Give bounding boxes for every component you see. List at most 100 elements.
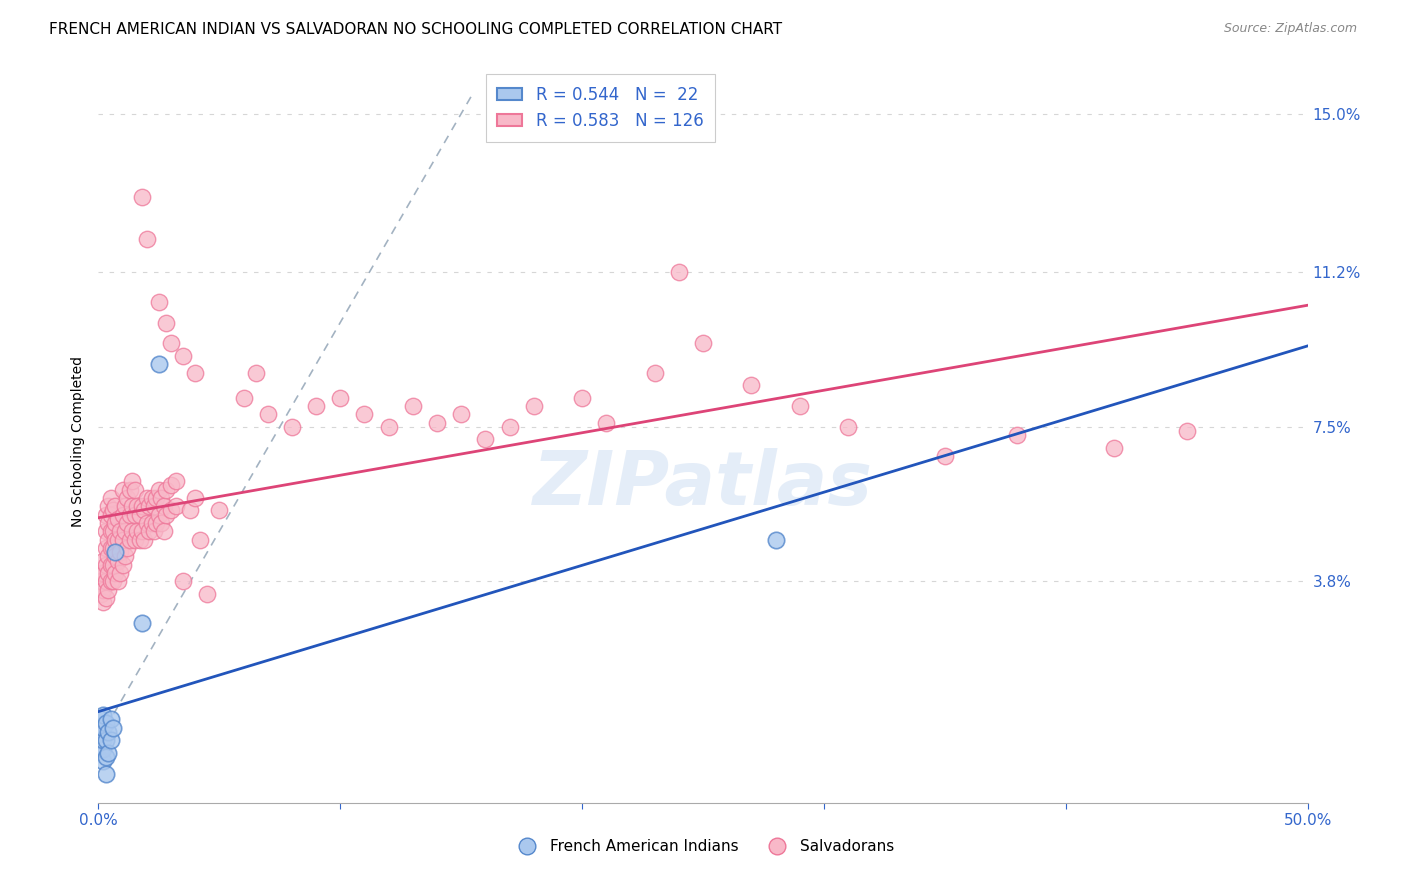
Point (134, 503, 156, 517)
Point (97, 500, 120, 514)
Point (692, 336, 714, 351)
Point (121, 474, 143, 488)
Point (152, 500, 174, 514)
Point (148, 508, 170, 522)
Text: ZIPatlas: ZIPatlas (533, 449, 873, 522)
Point (141, 491, 163, 505)
Text: FRENCH AMERICAN INDIAN VS SALVADORAN NO SCHOOLING COMPLETED CORRELATION CHART: FRENCH AMERICAN INDIAN VS SALVADORAN NO … (49, 22, 782, 37)
Point (91, 721, 114, 735)
Point (498, 420, 520, 434)
Point (134, 533, 156, 547)
Point (94, 508, 117, 522)
Point (138, 500, 160, 514)
Point (131, 190, 153, 204)
Point (150, 516, 173, 530)
Point (90, 587, 112, 601)
Point (111, 508, 134, 522)
Point (148, 483, 170, 497)
Point (1007, 428, 1029, 442)
Point (97, 549, 120, 564)
Point (353, 408, 375, 422)
Point (138, 524, 160, 539)
Point (104, 566, 127, 580)
Point (148, 357, 170, 371)
Point (114, 500, 136, 514)
Point (104, 549, 127, 564)
Point (121, 524, 143, 539)
Point (104, 500, 127, 514)
Point (94, 733, 117, 747)
Point (141, 516, 163, 530)
Point (934, 449, 956, 463)
Point (184, 491, 207, 505)
Point (94, 591, 117, 606)
Point (155, 508, 177, 522)
Point (148, 294, 170, 309)
Point (107, 553, 129, 567)
Y-axis label: No Schooling Completed: No Schooling Completed (70, 356, 84, 527)
Point (94, 716, 117, 731)
Point (128, 533, 150, 547)
Point (837, 420, 859, 434)
Point (789, 399, 811, 413)
Point (91, 595, 114, 609)
Point (94, 541, 117, 555)
Point (94, 749, 117, 764)
Point (97, 566, 120, 580)
Point (644, 366, 666, 380)
Point (108, 566, 131, 580)
Point (160, 336, 183, 351)
Point (118, 533, 141, 547)
Point (135, 516, 157, 530)
Point (101, 574, 124, 589)
Point (377, 420, 399, 434)
Point (94, 766, 117, 780)
Point (111, 558, 134, 572)
Point (94, 574, 117, 589)
Point (145, 491, 167, 505)
Point (523, 399, 546, 413)
Point (426, 416, 449, 430)
Point (121, 500, 143, 514)
Point (104, 533, 127, 547)
Point (101, 721, 124, 735)
Point (145, 516, 167, 530)
Point (184, 366, 207, 380)
Point (256, 408, 278, 422)
Point (668, 265, 690, 279)
Point (188, 533, 211, 547)
Point (155, 316, 177, 330)
Point (118, 508, 141, 522)
Point (90, 724, 112, 739)
Point (91, 553, 114, 567)
Point (179, 503, 201, 517)
Point (104, 516, 127, 530)
Point (160, 478, 183, 492)
Point (135, 491, 157, 505)
Point (1175, 424, 1198, 438)
Point (305, 399, 328, 413)
Point (91, 733, 114, 747)
Point (124, 483, 146, 497)
Point (114, 524, 136, 539)
Point (111, 533, 134, 547)
Point (172, 349, 194, 363)
Point (100, 524, 122, 539)
Point (91, 566, 114, 580)
Point (135, 232, 157, 246)
Point (97, 533, 120, 547)
Point (100, 541, 122, 555)
Point (1102, 441, 1125, 455)
Point (91, 582, 114, 597)
Point (571, 391, 593, 405)
Point (165, 474, 187, 488)
Point (150, 491, 173, 505)
Point (160, 503, 183, 517)
Point (101, 503, 124, 517)
Point (97, 746, 120, 760)
Point (90, 574, 112, 589)
Point (91, 754, 114, 768)
Point (117, 541, 139, 555)
Point (100, 558, 122, 572)
Point (100, 712, 122, 726)
